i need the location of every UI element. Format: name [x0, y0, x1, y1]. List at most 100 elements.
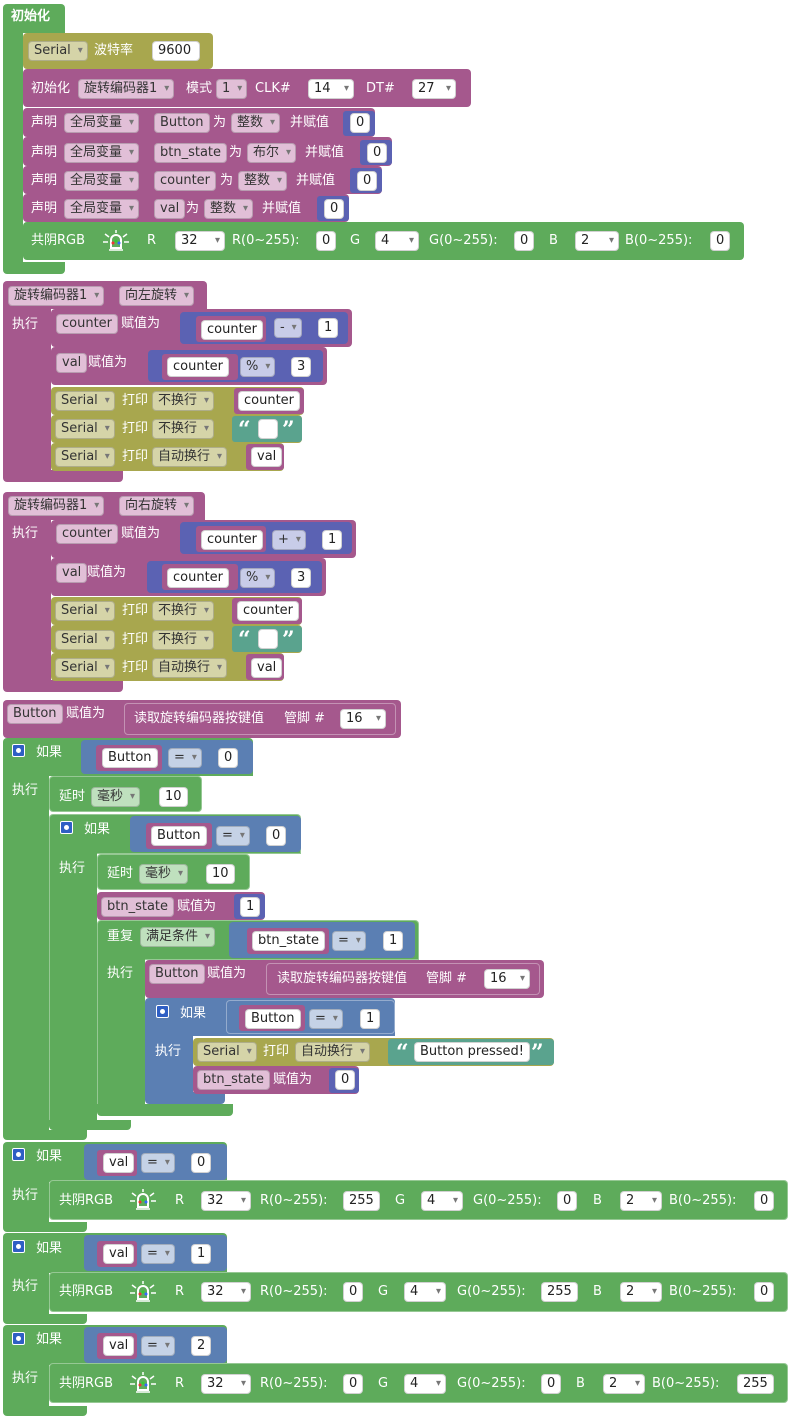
var-val[interactable]: val: [103, 1244, 135, 1264]
newline-dropdown[interactable]: 不换行: [152, 419, 215, 439]
operand-value[interactable]: 0: [266, 826, 287, 846]
operand-value[interactable]: 2: [191, 1336, 212, 1356]
newline-dropdown[interactable]: 不换行: [152, 391, 215, 411]
var-counter[interactable]: counter: [201, 320, 264, 340]
operand-value[interactable]: 1: [318, 318, 339, 338]
r-value[interactable]: 0: [343, 1374, 364, 1394]
g-value[interactable]: 0: [557, 1191, 578, 1211]
encoder-dropdown[interactable]: 旋转编码器1: [8, 286, 105, 306]
operand-value[interactable]: 3: [291, 568, 312, 588]
var-counter[interactable]: counter: [237, 601, 300, 621]
var-counter[interactable]: counter: [167, 568, 230, 588]
b-value[interactable]: 0: [754, 1282, 775, 1302]
setup-block[interactable]: [3, 4, 65, 33]
operand-value[interactable]: 1: [383, 931, 404, 951]
serial-dropdown[interactable]: Serial: [197, 1042, 257, 1062]
gear-icon[interactable]: [12, 1240, 25, 1253]
gear-icon[interactable]: [12, 744, 25, 757]
delay-value[interactable]: 10: [206, 864, 235, 884]
delay-unit-dropdown[interactable]: 毫秒: [91, 787, 141, 807]
var-button[interactable]: Button: [149, 964, 205, 984]
op-dropdown[interactable]: =: [141, 1244, 175, 1264]
var-counter[interactable]: counter: [56, 314, 119, 334]
operand-value[interactable]: 0: [218, 748, 239, 768]
g-pin-dropdown[interactable]: 4: [404, 1374, 446, 1394]
op-dropdown[interactable]: =: [141, 1336, 175, 1356]
var-counter[interactable]: counter: [201, 530, 264, 550]
r-value[interactable]: 255: [343, 1191, 380, 1211]
serial-dropdown[interactable]: Serial: [55, 601, 115, 621]
b-pin-dropdown[interactable]: 2: [620, 1282, 662, 1302]
type-dropdown[interactable]: 整数: [204, 199, 254, 219]
text-value[interactable]: [258, 419, 278, 439]
var-name-counter[interactable]: counter: [154, 171, 217, 191]
text-value[interactable]: Button pressed!: [414, 1042, 530, 1062]
baud-value[interactable]: 9600: [152, 41, 200, 61]
var-name-val[interactable]: val: [154, 199, 186, 219]
assign-value[interactable]: 1: [240, 897, 261, 917]
g-value[interactable]: 0: [514, 231, 535, 251]
b-pin-dropdown[interactable]: 2: [603, 1374, 645, 1394]
gear-icon[interactable]: [12, 1148, 25, 1161]
var-btn-state[interactable]: btn_state: [252, 931, 326, 951]
var-counter[interactable]: counter: [238, 391, 301, 411]
encoder-dropdown[interactable]: 旋转编码器1: [78, 79, 175, 99]
operand-value[interactable]: 0: [191, 1153, 212, 1173]
scope-dropdown[interactable]: 全局变量: [64, 143, 140, 163]
r-pin-dropdown[interactable]: 32: [201, 1282, 251, 1302]
var-val[interactable]: val: [103, 1153, 135, 1173]
serial-dropdown[interactable]: Serial: [55, 630, 115, 650]
g-value[interactable]: 0: [541, 1374, 562, 1394]
var-val[interactable]: val: [103, 1336, 135, 1356]
b-value[interactable]: 0: [754, 1191, 775, 1211]
serial-dropdown[interactable]: Serial: [55, 391, 115, 411]
var-val[interactable]: val: [56, 563, 88, 583]
op-dropdown[interactable]: %: [240, 568, 276, 588]
var-btn-state[interactable]: btn_state: [101, 897, 175, 917]
btn-pin-dropdown[interactable]: 16: [484, 969, 530, 989]
type-dropdown[interactable]: 整数: [231, 113, 281, 133]
repeat-mode-dropdown[interactable]: 满足条件: [140, 927, 216, 947]
serial-dropdown[interactable]: Serial: [55, 658, 115, 678]
text-value[interactable]: [258, 629, 278, 649]
var-counter[interactable]: counter: [56, 524, 119, 544]
init-value[interactable]: 0: [350, 113, 371, 133]
scope-dropdown[interactable]: 全局变量: [64, 171, 140, 191]
var-button[interactable]: Button: [7, 704, 63, 724]
var-val[interactable]: val: [251, 658, 283, 678]
g-value[interactable]: 255: [541, 1282, 578, 1302]
var-val[interactable]: val: [56, 353, 88, 373]
clk-pin-dropdown[interactable]: 14: [308, 79, 354, 99]
var-btn-state[interactable]: btn_state: [197, 1070, 271, 1090]
encoder-dropdown[interactable]: 旋转编码器1: [8, 496, 105, 516]
r-pin-dropdown[interactable]: 32: [175, 231, 225, 251]
init-value[interactable]: 0: [367, 143, 388, 163]
type-dropdown[interactable]: 整数: [238, 171, 288, 191]
type-dropdown[interactable]: 布尔: [247, 143, 297, 163]
newline-dropdown[interactable]: 不换行: [152, 630, 215, 650]
btn-pin-dropdown[interactable]: 16: [340, 709, 386, 729]
dt-pin-dropdown[interactable]: 27: [412, 79, 456, 99]
serial-dropdown[interactable]: Serial: [55, 447, 115, 467]
scope-dropdown[interactable]: 全局变量: [64, 113, 140, 133]
gear-icon[interactable]: [156, 1005, 169, 1018]
var-button[interactable]: Button: [102, 748, 158, 768]
op-dropdown[interactable]: =: [141, 1153, 175, 1173]
serial-dropdown[interactable]: Serial: [55, 419, 115, 439]
var-name-btn-state[interactable]: btn_state: [154, 143, 228, 163]
r-pin-dropdown[interactable]: 32: [201, 1374, 251, 1394]
r-value[interactable]: 0: [316, 231, 337, 251]
var-button[interactable]: Button: [245, 1009, 301, 1029]
rgb-block[interactable]: [49, 1180, 788, 1220]
g-pin-dropdown[interactable]: 4: [404, 1282, 446, 1302]
newline-dropdown[interactable]: 不换行: [152, 601, 215, 621]
op-dropdown[interactable]: +: [272, 530, 306, 550]
b-pin-dropdown[interactable]: 2: [620, 1191, 662, 1211]
var-val[interactable]: val: [251, 447, 283, 467]
direction-dropdown[interactable]: 向左旋转: [119, 286, 195, 306]
newline-dropdown[interactable]: 自动换行: [295, 1042, 371, 1062]
r-pin-dropdown[interactable]: 32: [201, 1191, 251, 1211]
g-pin-dropdown[interactable]: 4: [375, 231, 419, 251]
var-name-button[interactable]: Button: [154, 113, 210, 133]
newline-dropdown[interactable]: 自动换行: [152, 658, 228, 678]
